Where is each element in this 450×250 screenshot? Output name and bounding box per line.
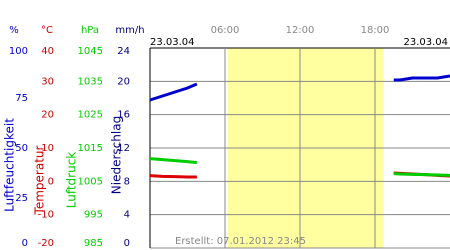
date-left: 23.03.04	[150, 37, 195, 48]
y-tick-label: 1015	[78, 143, 103, 154]
y-tick-label: 4	[124, 210, 130, 221]
y-tick-label: 1035	[78, 76, 103, 87]
footer: Erstellt: 07.01.2012 23:45	[175, 236, 306, 247]
series-line	[149, 157, 450, 177]
axis-label: Temperatur	[33, 145, 47, 215]
y-tick-label: 0	[124, 238, 130, 249]
y-tick-label: 20	[41, 110, 54, 121]
axis-label: Niederschlag	[110, 116, 124, 194]
y-tick-label: 24	[117, 46, 130, 57]
y-tick-label: 1005	[78, 176, 103, 187]
y-tick-label: 16	[117, 110, 130, 121]
y-tick-label: 100	[9, 46, 28, 57]
y-tick-label: 30	[41, 76, 54, 87]
y-tick-label: 995	[84, 210, 103, 221]
series-line	[149, 74, 450, 102]
y-tick-label: 10	[41, 143, 54, 154]
y-tick-label: 20	[117, 76, 130, 87]
y-tick-label: 985	[84, 238, 103, 249]
x-tick-label: 06:00	[211, 25, 240, 36]
y-tick-label: 25	[15, 193, 28, 204]
y-tick-label: -20	[38, 238, 54, 249]
y-tick-label: 75	[15, 93, 28, 104]
date-right: 23.03.04	[403, 37, 448, 48]
x-tick-label: 12:00	[286, 25, 315, 36]
axis-unit: °C	[41, 25, 53, 36]
y-tick-label: 50	[15, 143, 28, 154]
x-tick-label: 18:00	[361, 25, 390, 36]
y-tick-label: 1045	[78, 46, 103, 57]
y-tick-label: -10	[38, 210, 54, 221]
y-tick-label: 40	[41, 46, 54, 57]
y-tick-label: 8	[124, 176, 130, 187]
axis-label: Luftdruck	[65, 152, 79, 209]
axis-unit: %	[9, 25, 19, 36]
y-tick-label: 0	[48, 176, 54, 187]
axis-unit: hPa	[81, 25, 99, 36]
y-tick-label: 1025	[78, 110, 103, 121]
y-tick-label: 0	[22, 238, 28, 249]
axis-label: Luftfeuchtigkeit	[3, 118, 17, 212]
axis-unit: mm/h	[115, 25, 144, 36]
y-tick-label: 12	[117, 143, 130, 154]
